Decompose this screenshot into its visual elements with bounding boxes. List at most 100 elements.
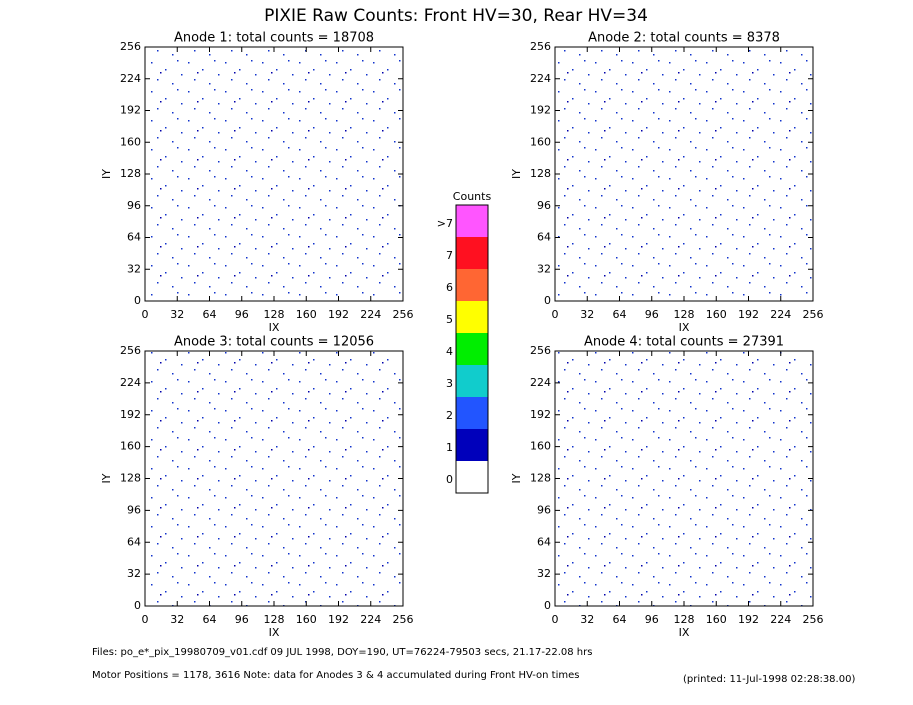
x-tick-label: 224	[360, 613, 381, 626]
x-tick-label: 192	[328, 613, 349, 626]
x-tick-label: 192	[738, 308, 759, 321]
y-axis-label: IY	[510, 169, 523, 179]
x-tick-label: 160	[296, 308, 317, 321]
plot-area	[145, 351, 403, 606]
x-tick-label: 32	[170, 308, 184, 321]
x-axis-label: IX	[269, 626, 280, 639]
y-tick-label: 160	[530, 135, 551, 148]
y-tick-label: 128	[530, 167, 551, 180]
x-tick-label: 192	[328, 308, 349, 321]
x-tick-label: 96	[235, 308, 249, 321]
colorbar-cell	[456, 397, 488, 429]
y-tick-label: 224	[120, 72, 141, 85]
colorbar-cell	[456, 461, 488, 493]
x-tick-label: 160	[706, 308, 727, 321]
y-tick-label: 32	[537, 262, 551, 275]
y-tick-label: 224	[530, 72, 551, 85]
plot-area	[145, 47, 403, 301]
y-tick-label: 0	[544, 599, 551, 612]
x-tick-label: 64	[613, 613, 627, 626]
x-tick-label: 32	[580, 308, 594, 321]
colorbar-label: 0	[446, 473, 453, 486]
y-tick-label: 32	[127, 567, 141, 580]
colorbar-cell	[456, 269, 488, 301]
x-tick-label: 160	[296, 613, 317, 626]
y-tick-label: 128	[120, 472, 141, 485]
plot-area	[555, 351, 813, 606]
footer-printed: (printed: 11-Jul-1998 02:28:38.00)	[683, 674, 855, 685]
x-tick-label: 128	[674, 613, 695, 626]
panel-title: Anode 1: total counts = 18708	[174, 31, 374, 46]
y-axis-label: IY	[510, 473, 523, 483]
y-tick-label: 128	[120, 167, 141, 180]
x-tick-label: 224	[770, 308, 791, 321]
colorbar-cell	[456, 205, 488, 237]
y-tick-label: 192	[530, 104, 551, 117]
x-tick-label: 256	[393, 308, 414, 321]
x-tick-label: 96	[235, 613, 249, 626]
x-tick-label: 224	[360, 308, 381, 321]
y-tick-label: 96	[127, 199, 141, 212]
x-tick-label: 128	[264, 613, 285, 626]
y-tick-label: 0	[134, 599, 141, 612]
x-tick-label: 224	[770, 613, 791, 626]
colorbar-cell	[456, 237, 488, 269]
y-tick-label: 0	[544, 294, 551, 307]
x-tick-label: 64	[203, 613, 217, 626]
y-tick-label: 96	[537, 199, 551, 212]
y-tick-label: 32	[537, 567, 551, 580]
colorbar-frame	[455, 204, 489, 494]
x-tick-label: 128	[264, 308, 285, 321]
x-tick-label: 192	[738, 613, 759, 626]
x-tick-label: 160	[706, 613, 727, 626]
colorbar-label: 3	[446, 377, 453, 390]
footer-motor: Motor Positions = 1178, 3616 Note: data …	[92, 670, 579, 681]
y-tick-label: 192	[120, 104, 141, 117]
y-axis-label: IY	[100, 473, 113, 483]
panel-title: Anode 3: total counts = 12056	[174, 335, 374, 350]
y-tick-label: 256	[120, 344, 141, 357]
x-tick-label: 32	[170, 613, 184, 626]
colorbar-label: 1	[446, 441, 453, 454]
colorbar-label: 5	[446, 313, 453, 326]
x-tick-label: 256	[803, 308, 824, 321]
x-tick-label: 0	[552, 308, 559, 321]
y-tick-label: 64	[537, 535, 551, 548]
y-tick-label: 224	[530, 376, 551, 389]
y-tick-label: 192	[120, 408, 141, 421]
x-tick-label: 96	[645, 613, 659, 626]
y-tick-label: 128	[530, 472, 551, 485]
y-tick-label: 160	[120, 135, 141, 148]
footer-files: Files: po_e*_pix_19980709_v01.cdf 09 JUL…	[92, 647, 592, 658]
y-tick-label: 64	[537, 231, 551, 244]
x-tick-label: 64	[613, 308, 627, 321]
y-tick-label: 192	[530, 408, 551, 421]
x-tick-label: 96	[645, 308, 659, 321]
y-tick-label: 256	[120, 40, 141, 53]
colorbar-label: 7	[446, 249, 453, 262]
y-tick-label: 32	[127, 262, 141, 275]
x-tick-label: 32	[580, 613, 594, 626]
page-title: PIXIE Raw Counts: Front HV=30, Rear HV=3…	[264, 6, 648, 26]
x-tick-label: 256	[803, 613, 824, 626]
y-tick-label: 64	[127, 231, 141, 244]
x-axis-label: IX	[679, 626, 690, 639]
x-axis-label: IX	[269, 321, 280, 334]
colorbar-title: Counts	[453, 190, 492, 203]
y-tick-label: 0	[134, 294, 141, 307]
colorbar-cell	[456, 333, 488, 365]
x-tick-label: 128	[674, 308, 695, 321]
y-tick-label: 224	[120, 376, 141, 389]
panel-title: Anode 4: total counts = 27391	[584, 335, 784, 350]
colorbar-cell	[456, 365, 488, 397]
y-tick-label: 64	[127, 535, 141, 548]
colorbar-label: 2	[446, 409, 453, 422]
panel-title: Anode 2: total counts = 8378	[588, 31, 780, 46]
x-tick-label: 64	[203, 308, 217, 321]
y-tick-label: 160	[530, 440, 551, 453]
x-tick-label: 0	[142, 308, 149, 321]
y-tick-label: 256	[530, 40, 551, 53]
x-tick-label: 0	[142, 613, 149, 626]
x-axis-label: IX	[679, 321, 690, 334]
